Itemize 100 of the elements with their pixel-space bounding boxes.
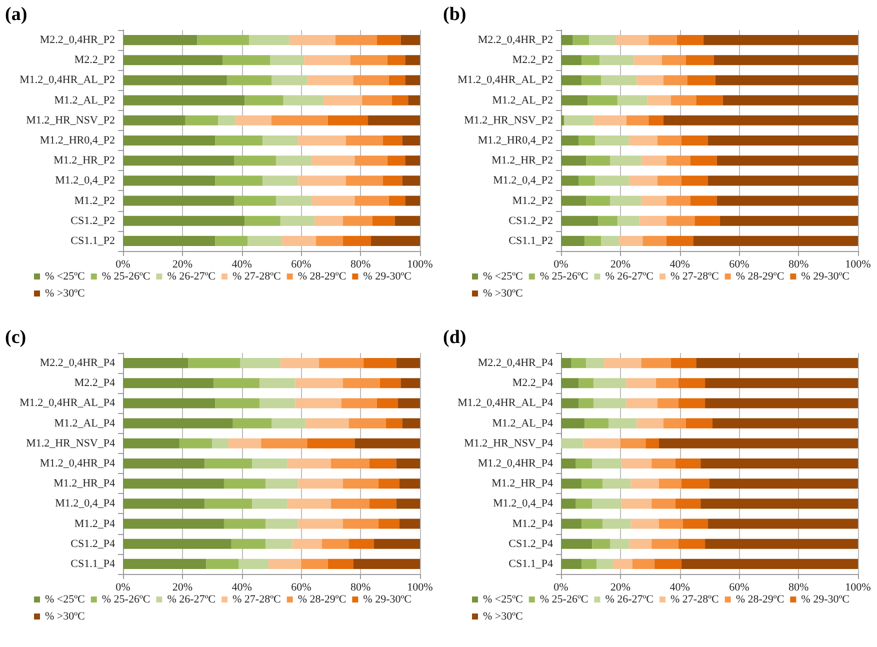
x-tick-label: 0% [554,258,568,270]
bar [354,438,420,448]
bar [610,156,642,166]
bar [687,75,716,86]
bar [386,418,402,428]
bar [705,378,858,388]
y-tick-label: CS1.2_P2 [70,214,115,227]
bar [123,498,205,509]
bar [123,358,188,368]
bar [123,115,186,126]
bar [578,135,596,146]
bar [123,95,245,106]
bar [342,378,380,388]
x-tick-label: 100% [845,258,871,270]
y-tick-label: M1.2_0,4HR_AL_P2 [20,74,115,86]
bar [600,55,634,66]
bar [705,398,858,408]
bar [561,236,585,246]
bar [204,458,252,469]
bar [571,358,586,368]
bar [232,418,272,428]
bar [215,398,260,408]
bar [215,236,248,246]
bar [561,558,582,569]
bar [248,236,282,246]
bar [561,135,579,146]
bar [648,35,677,46]
chart-title: (a) [5,4,28,25]
bar [123,55,222,66]
bar [312,156,355,166]
y-tick-label: M1.2_HR_P4 [492,478,554,490]
bar [288,458,331,469]
bar [392,95,408,106]
bar [402,135,420,146]
bar [226,75,272,86]
bar [582,55,600,66]
bar [123,75,227,86]
bar [704,35,858,46]
bar [307,75,354,86]
bar [578,398,594,408]
bar [582,518,603,529]
bar [298,518,343,529]
bar [197,35,250,46]
bar [322,538,349,549]
x-tick-label: 20% [172,258,192,270]
bar [595,176,630,186]
x-tick-label: 80% [788,582,809,594]
bar [602,478,631,489]
bar [694,216,720,226]
y-tick-label: M1.2_HR_P4 [54,478,116,490]
bar [686,418,712,428]
bar [594,378,626,388]
chart-title: (d) [443,327,466,348]
bar [561,458,576,469]
bar [670,358,696,368]
legend-label: % <25ºC [483,270,523,282]
bar [578,378,594,388]
bar [675,498,701,509]
bar [266,538,292,549]
x-tick-label: 0% [116,258,130,270]
bar [252,458,288,469]
y-tick-label: CS1.1_P4 [70,558,116,570]
y-tick-label: M1.2_HR_NSV_P2 [464,114,553,126]
x-tick-label: 0% [116,582,130,594]
bar [301,558,328,569]
x-tick-label: 20% [172,582,192,594]
y-tick-label: M1.2_0,4_P4 [55,498,116,510]
bar [405,55,420,66]
x-tick-label: 80% [350,582,371,594]
bar [382,135,402,146]
bar [268,558,302,569]
legend-label: % 28-29ºC [298,270,346,282]
bar [652,538,678,549]
bar [376,398,398,408]
legend-label: % 25-26ºC [540,270,588,282]
bar [218,115,236,126]
bar [314,216,343,226]
bar [586,358,604,368]
bar [582,75,602,86]
y-tick-label: M1.2_AL_P4 [54,417,116,430]
bar [123,518,224,529]
bar [364,358,396,368]
bar [596,558,613,569]
bar [240,358,280,368]
bar [215,135,263,146]
bar [348,418,386,428]
bar [682,518,708,529]
bar [353,558,420,569]
bar [387,156,406,166]
bar [123,558,206,569]
y-tick-label: M2.2_P4 [512,377,554,390]
bar [681,176,708,186]
y-tick-label: M2.2_P2 [74,54,115,66]
bar [647,95,671,106]
bar [123,236,216,246]
x-tick-label: 20% [610,582,630,594]
bar [123,196,234,206]
bar [370,236,420,246]
bar [260,398,296,408]
bar [594,115,626,126]
